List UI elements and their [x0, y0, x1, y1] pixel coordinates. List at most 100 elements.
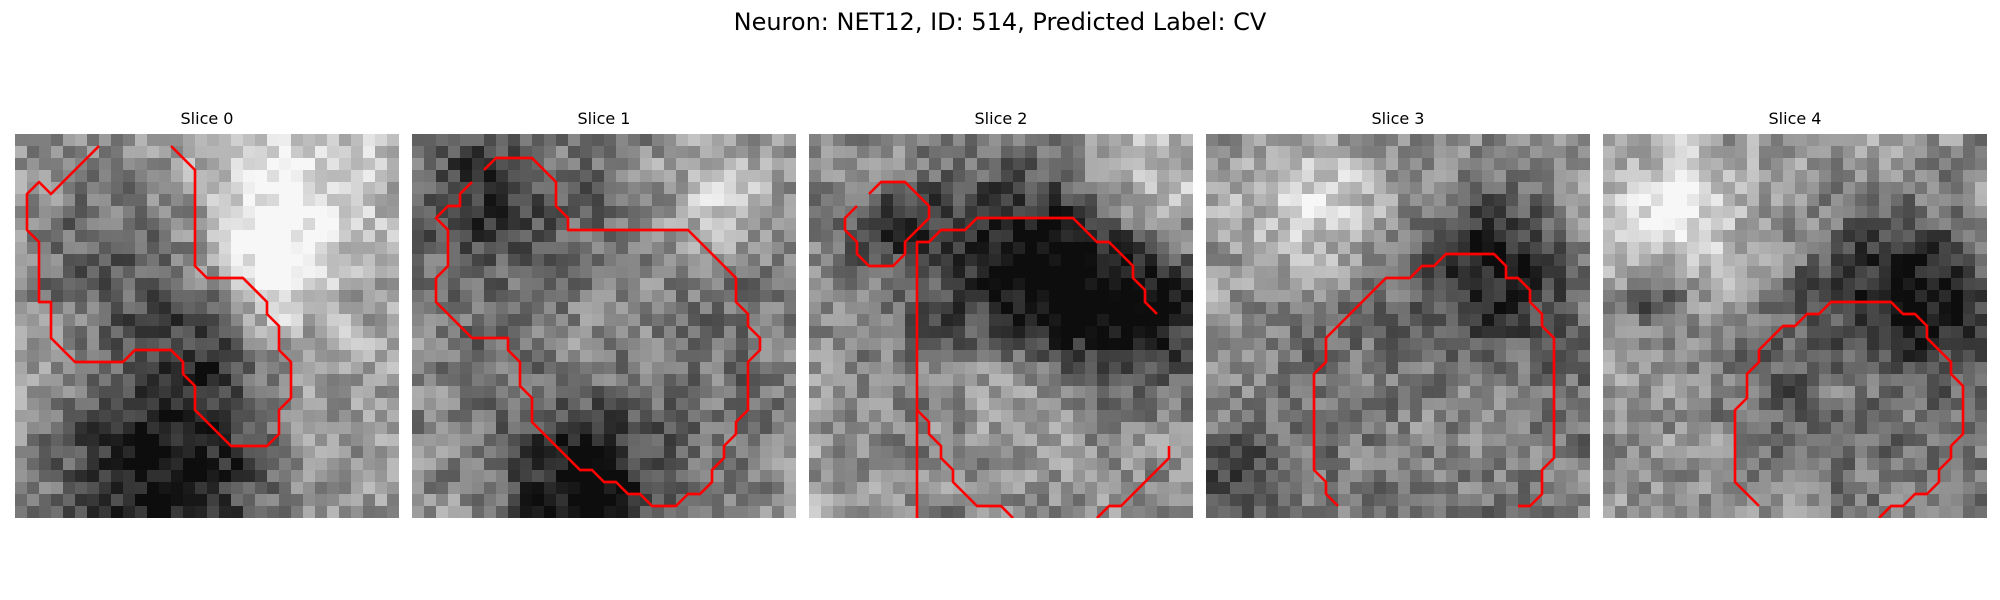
pixel	[929, 398, 942, 411]
pixel	[784, 470, 796, 483]
pixel	[1230, 290, 1243, 303]
pixel	[941, 302, 954, 315]
pixel	[111, 422, 124, 435]
pixel	[219, 338, 232, 351]
pixel	[1831, 386, 1844, 399]
pixel	[1903, 158, 1916, 171]
pixel	[1290, 338, 1303, 351]
pixel	[977, 482, 990, 495]
pixel	[267, 158, 280, 171]
pixel	[1254, 350, 1267, 363]
pixel	[1699, 386, 1712, 399]
pixel	[1338, 254, 1351, 267]
pixel	[1169, 482, 1182, 495]
pixel	[1242, 350, 1255, 363]
pixel	[977, 398, 990, 411]
pixel	[1651, 458, 1664, 471]
pixel	[917, 254, 930, 267]
pixel	[1578, 194, 1590, 207]
pixel	[1109, 170, 1122, 183]
pixel	[1049, 470, 1062, 483]
pixel	[1374, 194, 1387, 207]
pixel	[1566, 302, 1579, 315]
pixel	[905, 422, 918, 435]
pixel	[1903, 302, 1916, 315]
pixel	[1807, 218, 1820, 231]
pixel	[255, 470, 268, 483]
pixel	[845, 182, 858, 195]
pixel	[484, 314, 497, 327]
pixel	[1807, 242, 1820, 255]
pixel	[1374, 362, 1387, 375]
pixel	[135, 422, 148, 435]
pixel	[556, 398, 569, 411]
pixel	[39, 326, 52, 339]
pixel	[1663, 326, 1676, 339]
pixel	[953, 458, 966, 471]
pixel	[1891, 422, 1904, 435]
pixel	[1386, 266, 1399, 279]
pixel	[75, 386, 88, 399]
pixel	[640, 242, 653, 255]
pixel	[977, 290, 990, 303]
pixel	[1338, 338, 1351, 351]
pixel	[448, 422, 461, 435]
pixel	[1530, 326, 1543, 339]
pixel	[1206, 446, 1219, 459]
pixel	[784, 386, 796, 399]
pixel	[1651, 146, 1664, 159]
pixel	[387, 278, 399, 291]
pixel	[1651, 386, 1664, 399]
pixel	[1639, 158, 1652, 171]
pixel	[147, 386, 160, 399]
pixel	[1735, 434, 1748, 447]
pixel	[628, 314, 641, 327]
pixel	[1278, 362, 1291, 375]
pixel	[1157, 386, 1170, 399]
pixel	[1206, 434, 1219, 447]
pixel	[123, 302, 136, 315]
pixel	[1109, 350, 1122, 363]
pixel	[580, 242, 593, 255]
pixel	[1494, 482, 1507, 495]
pixel	[1121, 314, 1134, 327]
pixel	[1506, 194, 1519, 207]
pixel	[387, 146, 399, 159]
pixel	[1073, 182, 1086, 195]
pixel	[893, 146, 906, 159]
pixel	[1542, 206, 1555, 219]
pixel	[147, 506, 160, 518]
pixel	[724, 350, 737, 363]
pixel	[688, 434, 701, 447]
pixel	[1651, 410, 1664, 423]
pixel	[279, 506, 292, 518]
pixel	[1723, 158, 1736, 171]
pixel	[1855, 362, 1868, 375]
pixel	[1133, 398, 1146, 411]
pixel	[1482, 350, 1495, 363]
pixel	[1651, 266, 1664, 279]
pixel	[87, 422, 100, 435]
pixel	[1013, 242, 1026, 255]
pixel	[917, 242, 930, 255]
pixel	[1891, 146, 1904, 159]
pixel	[39, 446, 52, 459]
pixel	[207, 206, 220, 219]
pixel	[1374, 446, 1387, 459]
pixel	[51, 326, 64, 339]
pixel	[1422, 410, 1435, 423]
pixel	[688, 158, 701, 171]
pixel	[1338, 194, 1351, 207]
pixel	[568, 278, 581, 291]
pixel	[1711, 254, 1724, 267]
pixel	[1254, 170, 1267, 183]
pixel	[375, 362, 388, 375]
pixel	[135, 350, 148, 363]
pixel	[315, 494, 328, 507]
pixel	[941, 506, 954, 518]
pixel	[1001, 302, 1014, 315]
pixel	[760, 506, 773, 518]
pixel	[941, 374, 954, 387]
pixel	[1254, 206, 1267, 219]
pixel	[1578, 350, 1590, 363]
